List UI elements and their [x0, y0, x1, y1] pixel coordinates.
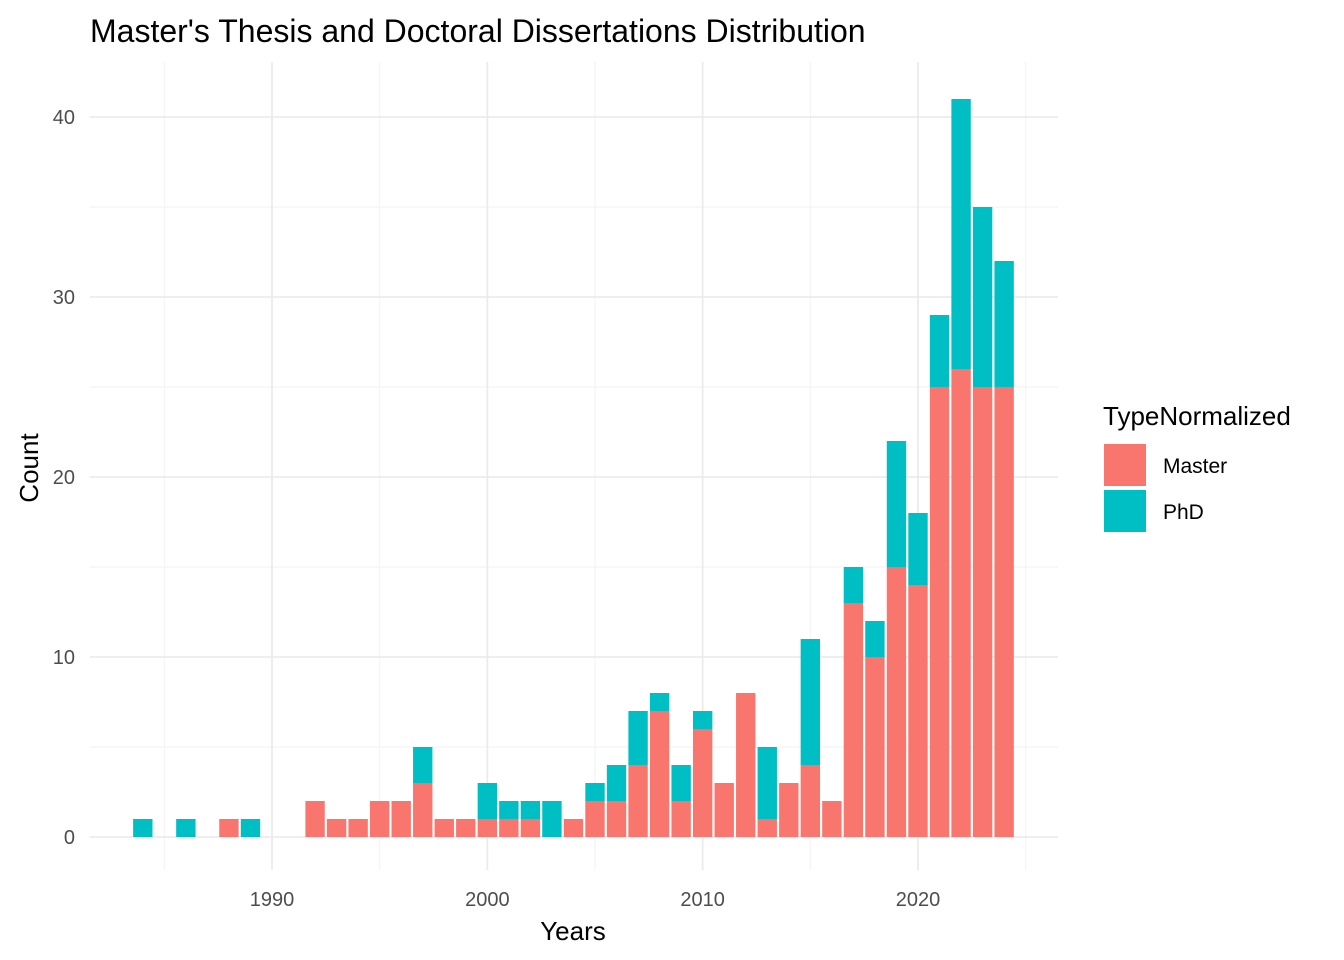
- bar-master-2005: [585, 801, 605, 837]
- bar-phd-2002: [520, 801, 541, 819]
- legend-title: TypeNormalized: [1103, 401, 1291, 431]
- bar-master-2020: [908, 585, 928, 837]
- bar-phd-2017: [843, 567, 864, 603]
- bar-master-2018: [865, 657, 885, 837]
- bar-master-2008: [649, 711, 670, 837]
- bar-phd-2013: [757, 747, 777, 819]
- bar-master-2007: [628, 765, 648, 837]
- y-tick-label: 30: [53, 287, 75, 309]
- bar-master-2002: [520, 819, 541, 837]
- bar-master-1999: [456, 819, 476, 837]
- legend-swatch-phd: [1104, 490, 1146, 532]
- y-tick-label: 20: [53, 467, 75, 489]
- bar-master-2024: [994, 387, 1014, 837]
- bar-master-2022: [951, 369, 971, 837]
- bar-master-1996: [391, 801, 411, 837]
- x-tick-label: 2020: [896, 889, 941, 911]
- legend-entries: Master PhD: [1104, 444, 1227, 532]
- bar-phd-2015: [800, 639, 821, 765]
- bar-phd-2021: [929, 315, 950, 387]
- bar-master-2010: [692, 729, 713, 837]
- bar-master-2012: [736, 693, 756, 837]
- bar-layer: [133, 99, 1014, 837]
- bar-phd-1997: [413, 747, 433, 783]
- bar-master-2009: [671, 801, 691, 837]
- y-tick-label: 10: [53, 647, 75, 669]
- x-tick-label: 2010: [680, 889, 725, 911]
- legend-label-master: Master: [1163, 455, 1227, 478]
- bar-master-2000: [477, 819, 498, 837]
- bar-master-2023: [972, 387, 993, 837]
- bar-master-1995: [369, 801, 390, 837]
- bar-phd-2019: [886, 441, 907, 567]
- x-tick-label: 1990: [250, 889, 295, 911]
- bar-master-1992: [305, 801, 325, 837]
- bar-master-2004: [563, 819, 584, 837]
- bar-phd-2018: [865, 621, 885, 657]
- x-tick-label: 2000: [465, 889, 510, 911]
- bar-phd-2024: [994, 261, 1014, 387]
- legend: TypeNormalized Master PhD: [1103, 401, 1291, 532]
- bar-phd-2005: [585, 783, 605, 801]
- legend-swatch-master: [1104, 444, 1146, 486]
- bar-master-2019: [886, 567, 907, 837]
- legend-label-phd: PhD: [1163, 501, 1204, 524]
- y-tick-label: 40: [53, 107, 75, 129]
- bar-master-1988: [219, 819, 239, 837]
- bar-phd-2007: [628, 711, 648, 765]
- y-tick-label: 0: [64, 827, 75, 849]
- x-axis-title: Years: [540, 916, 606, 946]
- bar-phd-2023: [972, 207, 993, 387]
- y-axis-title: Count: [14, 433, 44, 503]
- bar-master-2016: [822, 801, 842, 837]
- bar-phd-2022: [951, 99, 971, 369]
- bar-phd-1989: [240, 819, 261, 837]
- bar-master-2006: [606, 801, 627, 837]
- bar-phd-2010: [692, 711, 713, 729]
- bar-master-2013: [757, 819, 777, 837]
- bar-phd-2001: [499, 801, 519, 819]
- bar-phd-2003: [542, 801, 562, 837]
- tick-layer: 1990 2000 2010 2020 0 10 20 30 40: [53, 107, 941, 911]
- bar-master-2021: [929, 387, 950, 837]
- bar-master-1994: [348, 819, 368, 837]
- bar-master-2015: [800, 765, 821, 837]
- bar-master-2011: [714, 783, 734, 837]
- bar-phd-2006: [606, 765, 627, 801]
- bar-phd-2020: [908, 513, 928, 585]
- bar-master-2017: [843, 603, 864, 837]
- bar-master-1997: [413, 783, 433, 837]
- bar-master-2001: [499, 819, 519, 837]
- bar-phd-1984: [133, 819, 153, 837]
- bar-master-1998: [434, 819, 454, 837]
- bar-phd-2009: [671, 765, 691, 801]
- bar-master-2014: [779, 783, 799, 837]
- bar-phd-2008: [649, 693, 670, 711]
- bar-phd-1986: [176, 819, 196, 837]
- bar-phd-2000: [477, 783, 498, 819]
- bar-master-1993: [326, 819, 347, 837]
- chart-title: Master's Thesis and Doctoral Dissertatio…: [90, 13, 866, 49]
